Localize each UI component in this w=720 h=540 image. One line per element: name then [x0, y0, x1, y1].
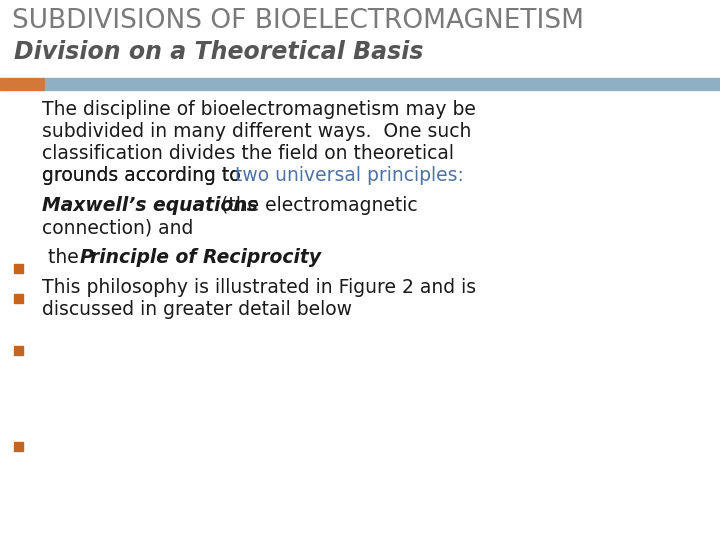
Text: P: P [80, 248, 94, 267]
Bar [14, 346, 23, 355]
Text: (the electromagnetic: (the electromagnetic [215, 196, 418, 215]
Text: subdivided in many different ways.  One such: subdivided in many different ways. One s… [42, 122, 472, 141]
Text: The discipline of bioelectromagnetism may be: The discipline of bioelectromagnetism ma… [42, 100, 476, 119]
Bar [45, 78, 720, 90]
Text: This philosophy is illustrated in Figure 2 and is: This philosophy is illustrated in Figure… [42, 278, 476, 297]
Text: two universal principles:: two universal principles: [235, 166, 464, 185]
Text: discussed in greater detail below: discussed in greater detail below [42, 300, 352, 319]
Bar [0, 78, 45, 90]
Text: the: the [42, 248, 85, 267]
Text: .: . [274, 248, 280, 267]
Text: connection) and: connection) and [42, 218, 194, 237]
Text: Division on a Theoretical Basis: Division on a Theoretical Basis [14, 40, 423, 64]
Bar [14, 264, 23, 273]
Text: SUBDIVISIONS OF BIOELECTROMAGNETISM: SUBDIVISIONS OF BIOELECTROMAGNETISM [12, 8, 584, 34]
Text: Maxwell’s equations: Maxwell’s equations [42, 196, 258, 215]
Text: grounds according to: grounds according to [42, 166, 247, 185]
Bar [14, 442, 23, 451]
Text: rinciple of Reciprocity: rinciple of Reciprocity [90, 248, 321, 267]
Text: grounds according to: grounds according to [42, 166, 247, 185]
Bar [14, 294, 23, 303]
Text: classification divides the field on theoretical: classification divides the field on theo… [42, 144, 454, 163]
